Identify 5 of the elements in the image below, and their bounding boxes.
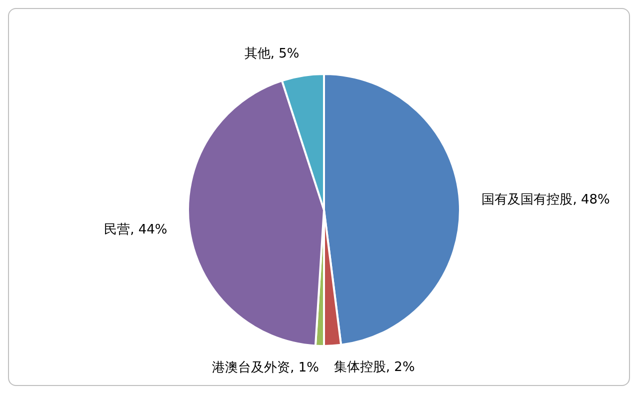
slice-label: 港澳台及外资, 1% — [212, 360, 320, 376]
slice-label: 国有及国有控股, 48% — [482, 192, 610, 208]
slice-label: 集体控股, 2% — [334, 360, 415, 376]
slice-label: 民营, 44% — [104, 222, 168, 238]
slice-label: 其他, 5% — [244, 46, 300, 62]
